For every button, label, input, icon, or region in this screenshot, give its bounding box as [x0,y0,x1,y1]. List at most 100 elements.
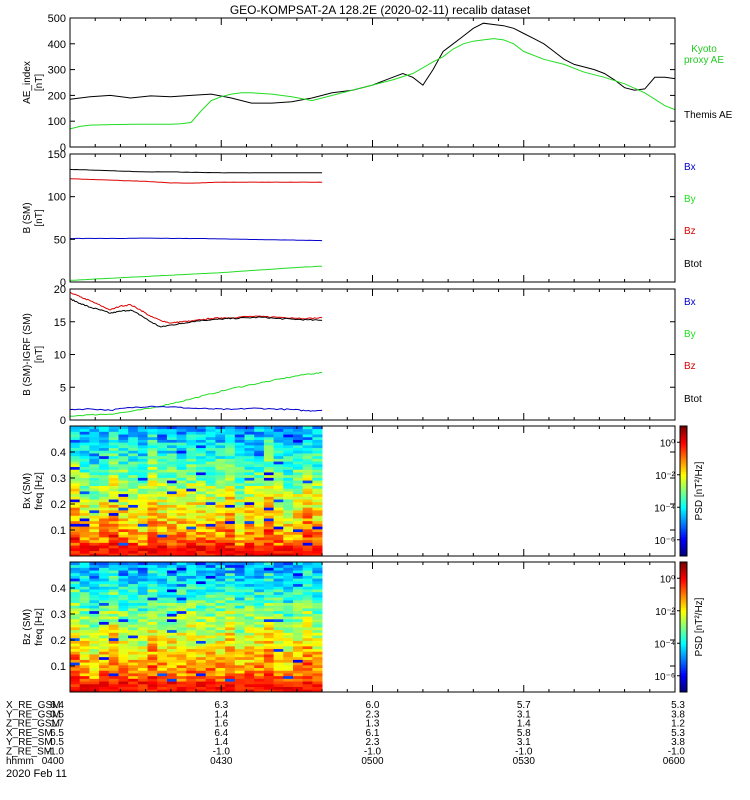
colorbar-label: PSD [nT²/Hz] [694,597,705,656]
spectrogram-cell [244,477,255,481]
spectrogram-cell [254,627,265,631]
date-label: 2020 Feb 11 [6,768,67,780]
colorbar-segment [680,436,687,440]
spectrogram-cell [312,632,323,636]
spectrogram-cell [128,689,139,693]
spectrogram-cell [263,670,275,674]
spectrogram-cell [99,597,110,601]
ephemeris-row-label: hhmm [6,756,34,767]
spectrogram-cell [118,616,129,620]
colorbar-segment [680,583,687,587]
spectrogram-cell [128,654,139,658]
spectrogram-cell [254,539,265,543]
spectrogram-cell [157,463,168,468]
spectrogram-cell [118,504,129,508]
spectrogram-cell [176,594,187,598]
spectrogram-cell [234,491,245,495]
spectrogram-cell [118,523,129,527]
spectrogram-cell [118,515,129,519]
spectrogram-cell [166,545,178,549]
spectrogram-cell [89,531,100,535]
spectrogram-cell [108,602,119,606]
spectrogram-cell [312,488,323,492]
spectrogram-cell [89,594,100,598]
spectrogram-cell [70,463,81,468]
spectrogram-cell [302,455,313,459]
spectrogram-cell [234,570,245,574]
spectrogram-cell [176,463,187,468]
spectrogram-cell [244,426,255,430]
spectrogram-cell [166,583,178,587]
spectrogram-cell [89,572,100,576]
spectrogram-cell [176,572,187,576]
spectrogram-cell [254,686,265,690]
spectrogram-cell [273,436,284,440]
spectrogram-cell [244,523,255,527]
spectrogram-cell [128,659,139,663]
spectrogram-cell [254,673,265,677]
spectrogram-cell [312,463,323,468]
spectrogram-cell [293,678,304,682]
spectrogram-cell [70,599,81,604]
spectrogram-cell [157,447,168,451]
colorbar-segment [680,640,687,643]
spectrogram-cell [176,580,187,585]
spectrogram-cell [70,643,81,647]
spectrogram-cell [70,629,81,633]
spectrogram-cell [215,499,226,503]
spectrogram-cell [79,562,90,566]
spectrogram-cell [147,542,158,546]
spectrogram-cell [302,477,313,481]
spectrogram-cell [137,547,148,551]
spectrogram-cell [293,485,304,489]
spectrogram-cell [176,477,187,481]
spectrogram-cell [147,450,158,454]
spectrogram-cell [254,469,265,473]
spectrogram-cell [205,537,216,541]
legend-entry: Bx [684,162,696,173]
colorbar-segment [680,527,687,531]
spectrogram-cell [283,673,294,677]
spectrogram-cell [263,651,275,655]
spectrogram-cell [147,463,158,468]
spectrogram-cell [312,597,323,601]
spectrogram-cell [283,621,294,625]
spectrogram-cell [312,643,323,647]
spectrogram-cell [70,547,81,551]
y-tick-label: 0.4 [51,583,66,595]
spectrogram-cell [302,447,313,451]
spectrogram-cell [137,613,148,617]
spectrogram-cell [128,512,139,516]
spectrogram-cell [273,491,284,495]
spectrogram-cell [205,645,216,650]
spectrogram-cell [273,640,284,644]
spectrogram-cell [70,431,81,435]
spectrogram-cell [293,480,304,484]
spectrogram-cell [273,431,284,435]
spectrogram-cell [244,439,255,443]
spectrogram-cell [244,537,255,541]
spectrogram-cell [147,616,158,620]
spectrogram-cell [79,635,90,639]
spectrogram-cell [118,629,129,633]
spectrogram-cell [128,643,139,647]
spectrogram-cell [302,656,313,660]
spectrogram-cell [118,564,129,568]
colorbar-segment [680,577,687,580]
spectrogram-cell [147,640,158,644]
spectrogram-cell [283,572,294,576]
spectrogram-cell [118,648,129,652]
spectrogram-cell [225,458,236,462]
spectrogram-cell [118,485,129,489]
spectrogram-cell [70,496,81,500]
y-tick-label: 0.3 [51,609,66,621]
spectrogram-cell [254,434,265,438]
spectrogram-cell [215,537,226,541]
colorbar-segment [680,609,687,613]
spectrogram-cell [205,520,216,524]
spectrogram-cell [176,689,187,693]
spectrogram-cell [157,539,168,543]
spectrogram-cell [244,608,255,612]
spectrogram-cell [166,613,178,617]
spectrogram-cell [108,597,119,601]
